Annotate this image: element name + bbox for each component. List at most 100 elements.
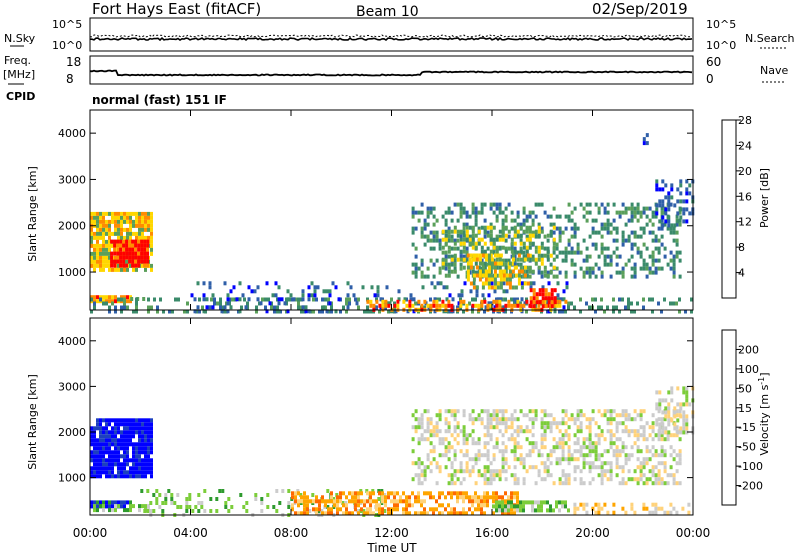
data-cell xyxy=(654,266,658,271)
data-cell xyxy=(483,299,487,304)
data-cell xyxy=(678,457,682,462)
data-cell xyxy=(200,505,204,509)
data-cell xyxy=(658,390,662,395)
data-cell xyxy=(444,453,448,458)
data-cell xyxy=(96,508,99,513)
data-cell xyxy=(138,446,141,451)
data-cell xyxy=(627,234,631,239)
data-cell xyxy=(685,398,689,403)
data-cell xyxy=(621,270,625,275)
data-cell xyxy=(486,233,490,238)
data-cell xyxy=(523,273,527,278)
data-cell xyxy=(465,441,469,446)
data-cell xyxy=(553,288,557,293)
data-cell xyxy=(450,238,454,243)
data-cell xyxy=(507,465,511,470)
data-cell xyxy=(591,218,595,223)
data-cell xyxy=(633,429,637,434)
data-cell xyxy=(315,499,318,504)
data-cell xyxy=(134,247,138,252)
data-cell xyxy=(247,297,251,302)
data-cell xyxy=(490,261,494,266)
data-cell xyxy=(459,491,462,496)
data-cell xyxy=(642,457,646,462)
data-cell xyxy=(102,508,105,513)
data-cell xyxy=(678,461,682,466)
data-cell xyxy=(516,477,520,482)
data-cell xyxy=(508,269,512,274)
data-cell xyxy=(138,223,141,228)
data-cell xyxy=(636,413,640,418)
data-cell xyxy=(453,417,457,422)
data-cell xyxy=(114,454,117,459)
data-cell xyxy=(585,502,589,507)
data-cell xyxy=(131,255,135,260)
data-cell xyxy=(546,246,550,251)
data-cell xyxy=(135,231,138,236)
data-cell xyxy=(618,465,622,470)
data-cell xyxy=(462,237,466,242)
data-cell xyxy=(528,441,532,446)
data-cell xyxy=(146,239,150,244)
data-cell xyxy=(453,246,457,251)
data-cell xyxy=(487,273,491,278)
data-cell xyxy=(591,242,595,247)
data-cell xyxy=(462,299,466,304)
data-cell xyxy=(283,301,287,306)
data-cell xyxy=(487,281,491,286)
data-cell xyxy=(414,417,418,422)
data-cell xyxy=(520,297,524,302)
data-cell xyxy=(484,273,488,278)
data-cell xyxy=(489,437,493,442)
data-cell xyxy=(132,219,135,224)
data-cell xyxy=(456,499,459,504)
data-cell xyxy=(609,465,613,470)
data-cell xyxy=(197,509,201,513)
data-cell xyxy=(120,430,123,435)
data-cell xyxy=(558,461,562,466)
data-cell xyxy=(588,453,592,458)
data-cell xyxy=(426,238,430,243)
data-cell xyxy=(654,506,658,511)
data-cell xyxy=(621,429,625,434)
data-cell xyxy=(126,508,129,513)
data-cell xyxy=(657,409,661,414)
data-cell xyxy=(450,473,454,478)
data-cell xyxy=(138,422,141,427)
data-cell xyxy=(546,413,550,418)
data-cell xyxy=(670,386,674,391)
data-cell xyxy=(484,269,488,274)
data-cell xyxy=(639,409,643,414)
data-cell xyxy=(669,433,673,438)
data-cell xyxy=(661,215,665,220)
data-cell xyxy=(414,495,417,500)
data-cell xyxy=(426,429,430,434)
data-cell xyxy=(264,297,267,302)
data-cell xyxy=(465,511,468,516)
data-cell xyxy=(655,422,659,427)
data-cell xyxy=(642,437,646,442)
data-cell xyxy=(376,285,380,290)
data-cell xyxy=(456,246,460,251)
data-cell xyxy=(202,281,206,286)
data-cell xyxy=(147,418,150,423)
data-cell xyxy=(510,249,514,254)
data-cell xyxy=(334,309,338,314)
data-cell xyxy=(540,433,544,438)
data-cell xyxy=(444,409,448,414)
data-cell xyxy=(675,469,679,474)
data-cell xyxy=(300,499,303,504)
data-cell xyxy=(576,409,580,414)
data-cell xyxy=(150,231,153,236)
data-cell xyxy=(661,422,665,427)
data-cell xyxy=(498,202,502,207)
data-cell xyxy=(450,413,454,418)
data-cell xyxy=(150,466,153,471)
data-cell xyxy=(211,305,215,310)
data-cell xyxy=(657,266,661,271)
data-cell xyxy=(489,421,493,426)
data-cell xyxy=(642,206,646,211)
data-cell xyxy=(600,481,604,486)
data-cell xyxy=(612,305,615,310)
data-cell xyxy=(393,495,396,500)
